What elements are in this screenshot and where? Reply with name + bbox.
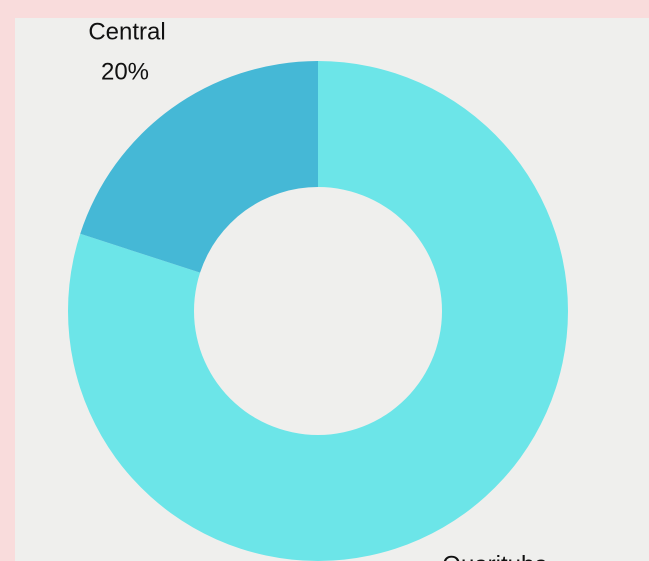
slice-label: Quarituba xyxy=(442,551,548,561)
slice-value-label: 20% xyxy=(101,58,149,85)
slice-label: Central xyxy=(88,18,165,45)
donut-slice xyxy=(80,60,318,273)
donut-slice xyxy=(68,61,569,561)
